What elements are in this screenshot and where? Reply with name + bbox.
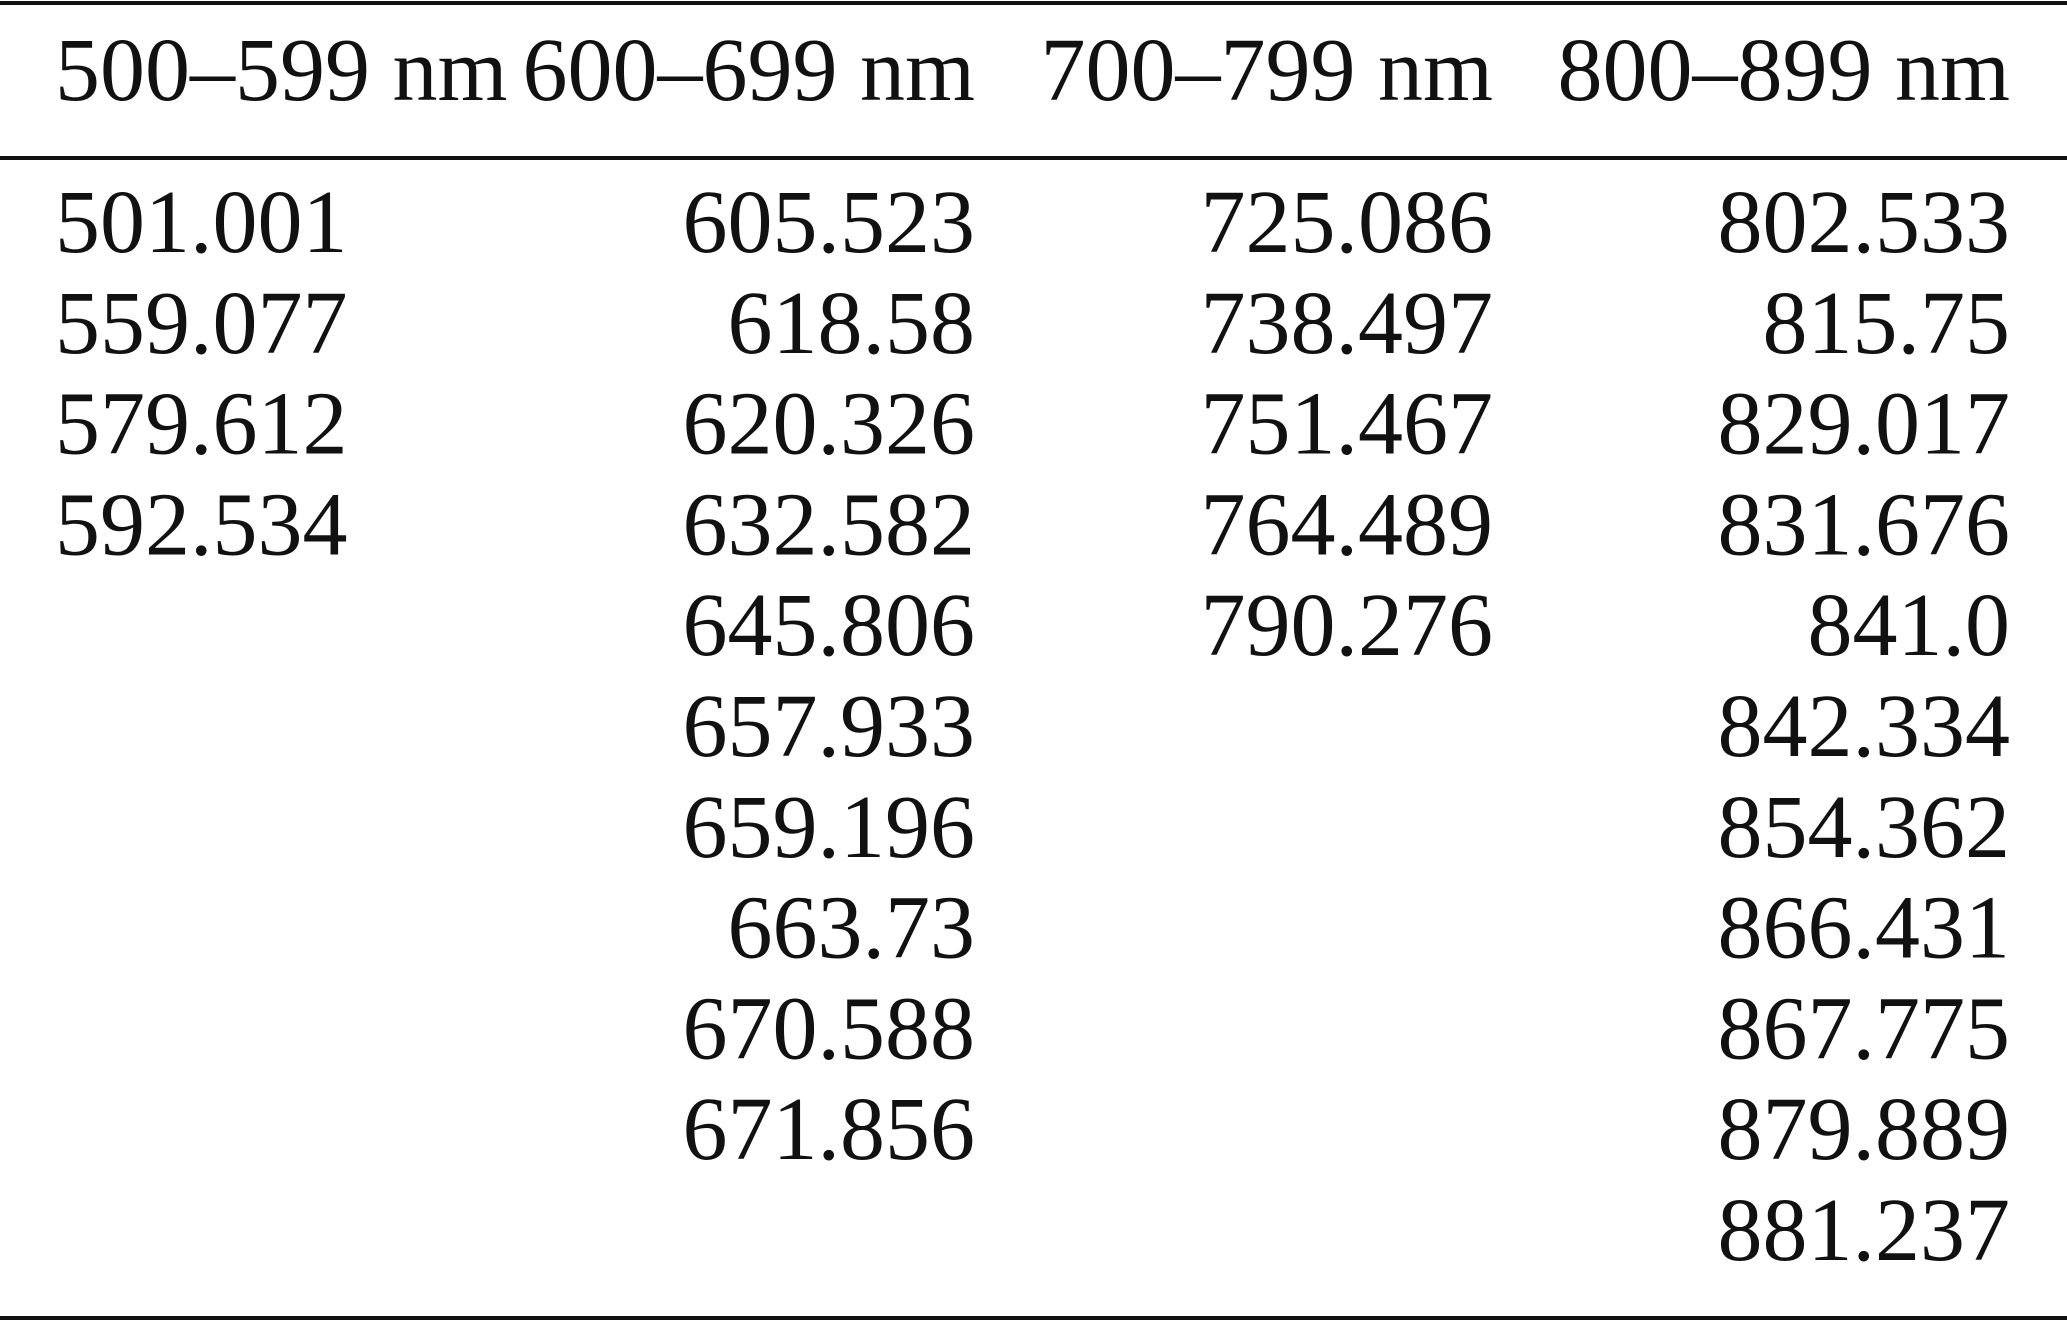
cell: 866.431 [1718, 879, 2011, 978]
cell: 501.001 [55, 173, 348, 272]
cell: 854.362 [1718, 778, 2011, 877]
cell: 842.334 [1718, 677, 2011, 776]
cell: 829.017 [1718, 375, 2011, 474]
cell: 725.086 [1201, 173, 1494, 272]
cell: 790.276 [1201, 576, 1494, 675]
cell: 645.806 [683, 576, 976, 675]
cell: 815.75 [1763, 274, 2011, 373]
cell: 881.237 [1718, 1181, 2011, 1280]
cell: 620.326 [683, 375, 976, 474]
column-header: 500–599 nm [55, 21, 508, 120]
cell: 738.497 [1201, 274, 1494, 373]
cell: 659.196 [683, 778, 976, 877]
column-header: 700–799 nm [1040, 21, 1493, 120]
cell: 802.533 [1718, 173, 2011, 272]
cell: 605.523 [683, 173, 976, 272]
cell: 879.889 [1718, 1080, 2011, 1179]
cell: 670.588 [683, 979, 976, 1078]
cell: 592.534 [55, 475, 348, 574]
cell: 618.58 [728, 274, 976, 373]
cell: 764.489 [1201, 475, 1494, 574]
column-header: 600–699 nm [522, 21, 975, 120]
cell: 579.612 [55, 375, 348, 474]
column-header: 800–899 nm [1557, 21, 2010, 120]
cell: 751.467 [1201, 375, 1494, 474]
cell: 671.856 [683, 1080, 976, 1179]
cell: 657.933 [683, 677, 976, 776]
cell: 831.676 [1718, 475, 2011, 574]
cell: 632.582 [683, 475, 976, 574]
cell: 559.077 [55, 274, 348, 373]
cell: 663.73 [728, 879, 976, 978]
cell: 867.775 [1718, 979, 2011, 1078]
cell: 841.0 [1808, 576, 2011, 675]
